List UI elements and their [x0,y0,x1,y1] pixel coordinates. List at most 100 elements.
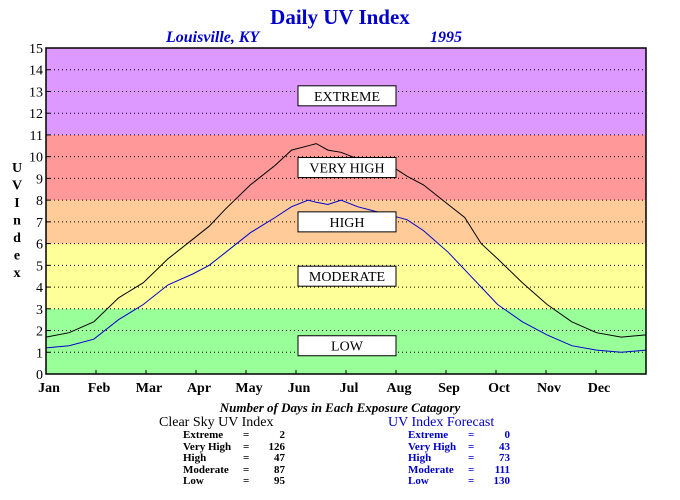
x-tick-label: Nov [537,381,561,396]
stats-row-equals: = [468,429,475,441]
x-tick-label: Mar [136,381,162,396]
stats-row-label: Extreme [183,429,224,441]
y-axis-label-char: d [13,231,21,246]
stats-row-value: 47 [274,452,285,464]
y-tick-label: 10 [29,151,43,166]
x-tick-label: Aug [387,381,412,396]
x-tick-label: Dec [588,381,611,396]
band-label: VERY HIGH [309,162,384,177]
band-labels: LOW MODERATE HIGH VERY HIGH EXTREME [297,85,397,357]
y-tick-label: 8 [36,194,43,209]
y-tick-label: 1 [36,346,43,361]
y-tick-label: 4 [36,281,43,296]
stats-row-value: 95 [274,475,285,487]
stats-row-value: 130 [493,475,511,487]
clear-sky-stats: Clear Sky UV Index Extreme = 2 Very High = 12… [159,415,285,488]
y-tick-label: 2 [36,325,43,340]
x-tick-label: Oct [488,381,510,396]
x-tick-label: Jun [288,381,311,396]
stats-row: Extreme = 2 [183,429,286,442]
stats-row-equals: = [468,452,475,464]
stats-row-label: Moderate [408,463,454,476]
band-label: LOW [331,340,364,355]
x-tick-label: Apr [187,381,211,396]
forecast-title: UV Index Forecast [388,415,495,430]
y-tick-label: 14 [29,64,43,79]
stats-row-label: Low [408,475,429,487]
stats-row-value: 87 [274,463,285,476]
stats-row-value: 73 [499,452,510,464]
series-line-forecast [45,199,647,353]
band-label: HIGH [330,216,365,231]
stats-row: Extreme = 0 [408,429,511,442]
stats-row-label: Extreme [408,429,449,441]
y-axis-label-char: x [14,266,21,281]
band-label-box [297,265,397,287]
stats-row-value: 0 [504,429,511,441]
band-label-box [297,335,397,357]
stats-row-label: High [183,452,207,464]
y-tick-label: 13 [29,85,43,100]
x-tick-label: Feb [88,381,111,396]
clear-sky-title: Clear Sky UV Index [159,415,274,430]
y-axis-label-char: U [12,161,22,176]
stats-row: Low = 130 [408,475,511,488]
y-tick-label: 15 [29,42,43,57]
y-axis-label-char: e [14,249,20,264]
y-tick-label: 0 [36,368,43,383]
x-axis-ticks: Jan Feb Mar Apr May Jun Jul Aug Sep Oct Nov Dec [38,370,610,396]
stats-row-equals: = [243,452,250,464]
y-axis-label-char: V [12,179,22,194]
band-label-box [297,85,397,107]
stats-row-label: Very High [183,440,232,453]
stats-row: Low = 95 [183,475,285,488]
band-label-box [297,211,397,233]
chart-subtitle-year: 1995 [430,29,462,46]
y-tick-label: 3 [36,303,43,318]
stats-row-equals: = [468,463,475,476]
x-tick-label: May [235,381,262,396]
stats-row-label: Very High [408,440,457,453]
stats-row: Very High = 126 [183,440,286,454]
stats-row-value: 2 [279,429,286,441]
y-tick-label: 5 [36,259,43,274]
x-tick-label: Jul [340,381,359,396]
stats-row-equals: = [243,463,250,476]
stats-row: High = 73 [408,452,510,465]
y-tick-label: 12 [29,107,43,122]
y-tick-label: 11 [30,129,43,144]
stats-heading: Number of Days in Each Exposure Catagory [219,400,461,415]
forecast-stats: UV Index Forecast Extreme = 0 Very High = 43 H… [388,415,510,488]
band-label: MODERATE [309,270,385,285]
y-tick-label: 7 [36,216,43,231]
chart-title: Daily UV Index [270,5,410,29]
stats-row-label: Moderate [183,463,229,476]
stats-row-equals: = [243,440,250,453]
series-line-clear-sky [45,143,647,338]
x-tick-label: Jan [38,381,60,396]
band-label-box [297,157,397,179]
chart-subtitle-location: Louisville, KY [165,29,261,46]
stats-row-equals: = [468,440,475,453]
stats-row: Moderate = 87 [183,463,285,477]
stats-row-equals: = [243,429,250,441]
grid-lines [46,69,646,353]
stats-row-equals: = [243,475,250,487]
stats-row: High = 47 [183,452,285,465]
y-axis-label-char: n [13,214,21,229]
stats-row: Moderate = 111 [408,463,510,477]
stats-row-value: 43 [499,440,510,453]
stats-row-value: 126 [268,440,286,453]
stats-row-equals: = [468,475,475,487]
stats-row-value: 111 [494,463,510,476]
y-tick-label: 9 [36,172,43,187]
y-axis-label-char: I [14,196,19,211]
band-label: EXTREME [314,90,380,105]
y-tick-label: 6 [36,238,43,253]
stats-row: Very High = 43 [408,440,510,454]
series-layer [45,143,647,353]
stats-row-label: Low [183,475,204,487]
